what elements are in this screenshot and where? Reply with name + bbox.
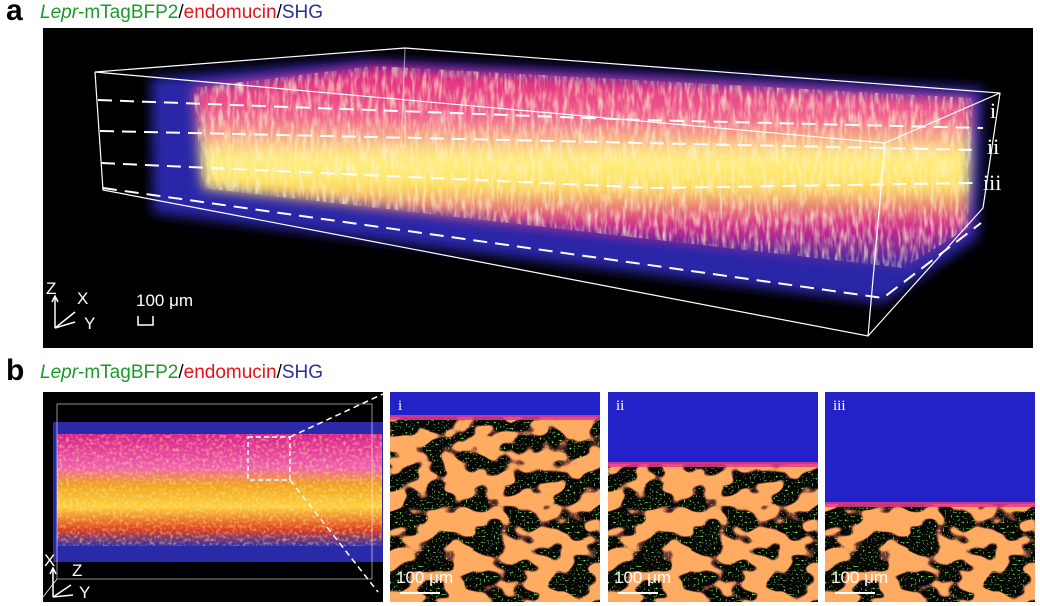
endosteum [390, 415, 600, 420]
inset-label: iii [833, 398, 846, 414]
title-gene: Lepr [40, 362, 79, 383]
title-marker: endomucin [183, 362, 277, 383]
title-channel: SHG [281, 2, 324, 23]
scale-label: 100 μm [136, 291, 194, 310]
axis-label: X [44, 551, 56, 570]
title-separator: / [276, 2, 282, 23]
title-separator: / [178, 362, 184, 383]
title-reporter: -mTagBFP2 [78, 362, 179, 383]
title-channel: SHG [281, 362, 324, 383]
inset-label: i [398, 398, 403, 414]
axis-label: Z [72, 561, 83, 580]
endosteum [608, 462, 818, 467]
bounding-box [94, 47, 1001, 337]
scale-label: 100 μm [396, 568, 454, 587]
panel-label: b [6, 354, 25, 387]
slice-label: i [990, 98, 997, 123]
axis-icon [49, 566, 74, 598]
bone-shg [390, 392, 600, 417]
title-separator: / [178, 2, 184, 23]
axis-label: Z [46, 279, 57, 298]
slice-label: ii [987, 134, 1000, 159]
slice-lines [97, 99, 984, 300]
panel-title: Lepr-mTagBFP2/endomucin/SHG [40, 362, 323, 384]
inset-image [608, 392, 818, 602]
title-reporter: -mTagBFP2 [78, 2, 179, 23]
title-separator: / [276, 362, 282, 383]
endosteum [825, 502, 1035, 507]
panel-label: a [6, 0, 23, 27]
bone-shg [608, 392, 818, 464]
bounding-box [43, 393, 383, 598]
bone-shg [825, 392, 1035, 504]
inset-image [825, 392, 1035, 602]
slice-label: iii [983, 170, 1002, 195]
scale-bar [137, 316, 154, 326]
axis-label: Y [84, 314, 96, 333]
title-marker: endomucin [183, 2, 277, 23]
axis-label: X [77, 289, 89, 308]
scale-label: 100 μm [831, 568, 889, 587]
scale-label: 100 μm [614, 568, 672, 587]
title-gene: Lepr [40, 2, 79, 23]
overview-render [43, 392, 383, 602]
vessels-core [390, 392, 600, 602]
inset-image [390, 392, 600, 602]
panel-title: Lepr-mTagBFP2/endomucin/SHG [40, 2, 323, 24]
axis-label: Y [79, 583, 91, 602]
inset-label: ii [616, 398, 625, 414]
axis-icon [51, 294, 154, 329]
volume-render [43, 28, 1033, 348]
